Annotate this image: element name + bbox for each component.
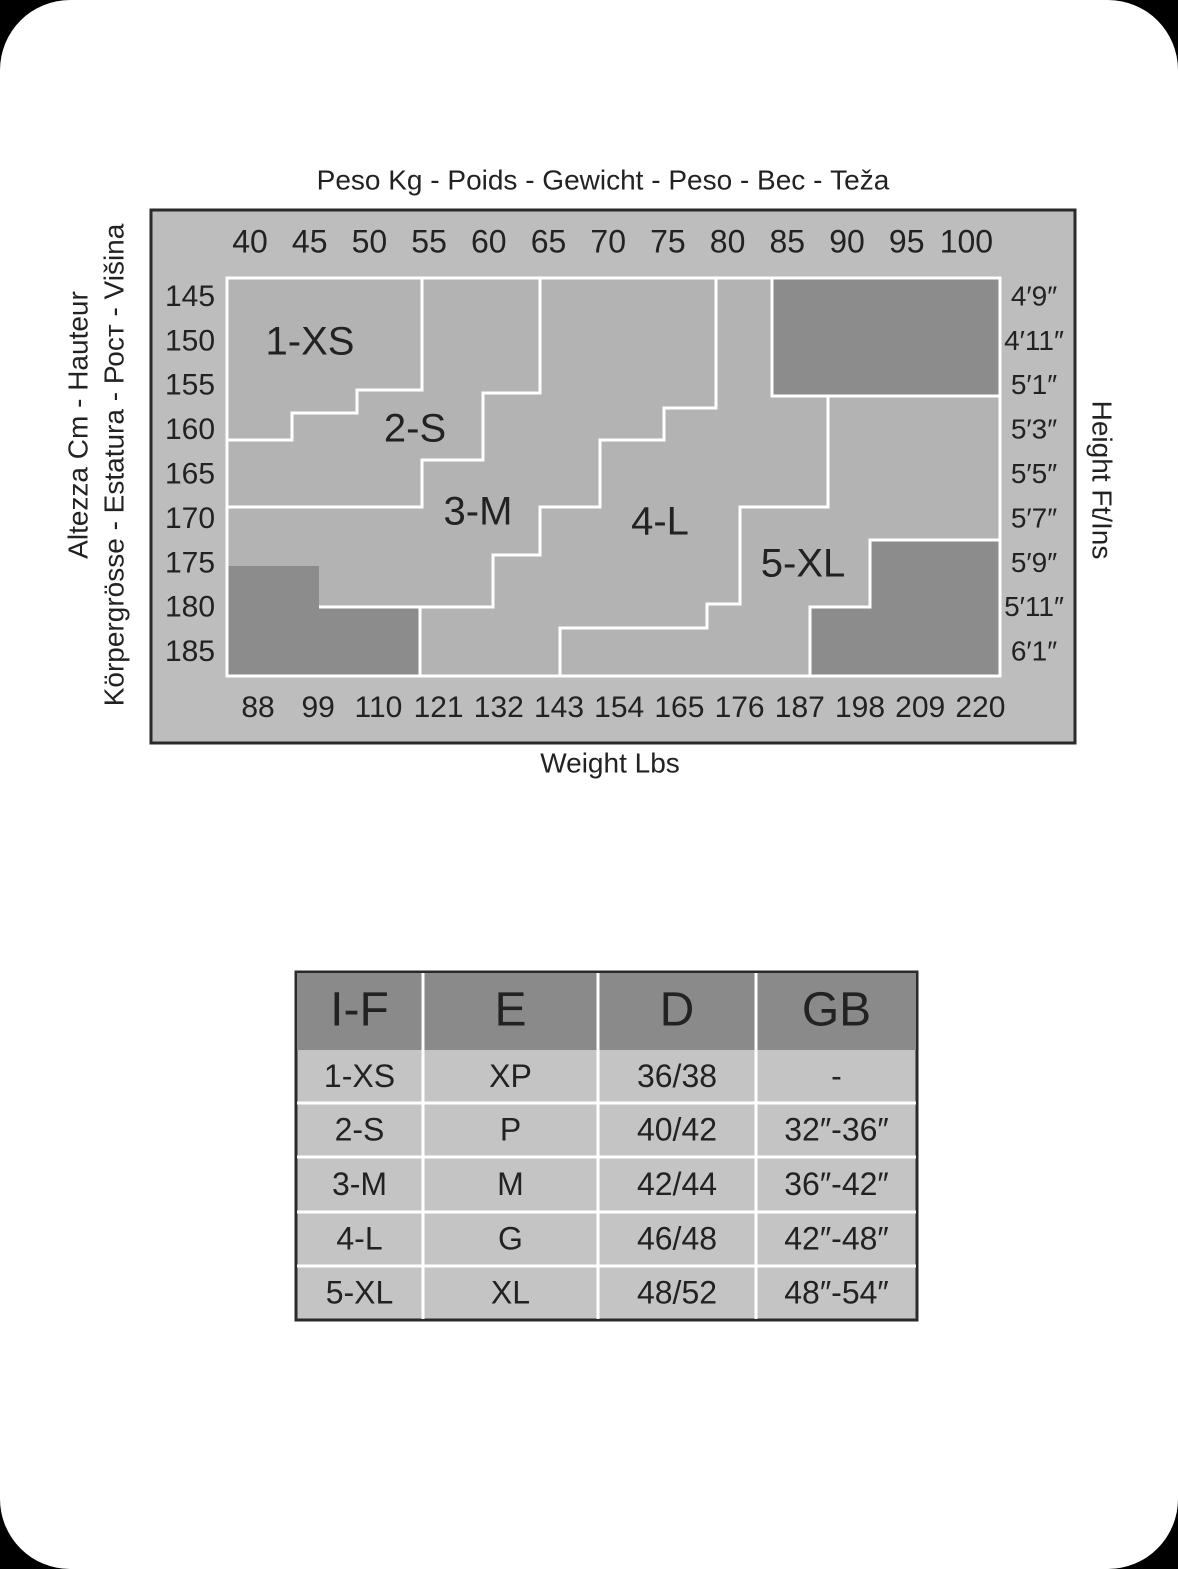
lbs-label: 88 (241, 691, 274, 724)
dark-block (227, 566, 420, 676)
kg-label: 60 (471, 223, 507, 259)
kg-label: 65 (531, 223, 567, 259)
kg-label: 90 (829, 223, 865, 259)
kg-label: 75 (650, 223, 686, 259)
lbs-label: 121 (414, 691, 464, 724)
table-header: I-F (330, 984, 389, 1037)
cm-label: 145 (165, 280, 215, 313)
table-header: D (660, 984, 695, 1037)
lbs-label: 209 (895, 691, 945, 724)
table-cell: 36″-42″ (784, 1166, 889, 1202)
lbs-label: 165 (654, 691, 704, 724)
cm-label: 160 (165, 413, 215, 446)
table-cell: 42/44 (637, 1166, 717, 1202)
table-cell: 48/52 (637, 1274, 717, 1310)
table-header: GB (802, 984, 871, 1037)
table-cell: 1-XS (324, 1058, 395, 1094)
kg-label: 70 (590, 223, 626, 259)
table-cell: 3-M (332, 1166, 387, 1202)
ft-label: 5′1″ (1011, 369, 1057, 400)
ft-label: 5′9″ (1011, 547, 1057, 578)
ft-label: 5′5″ (1011, 458, 1057, 489)
ft-label: 6′1″ (1011, 636, 1057, 667)
lbs-label: 220 (955, 691, 1005, 724)
dark-block (772, 278, 1000, 396)
table-cell: 42″-48″ (784, 1220, 889, 1256)
cm-label: 165 (165, 458, 215, 491)
lbs-label: 198 (835, 691, 885, 724)
region-border (319, 278, 718, 609)
grid-border (225, 276, 1002, 678)
table-cell: 4-L (336, 1220, 382, 1256)
cm-label: 155 (165, 369, 215, 402)
region-border (227, 278, 424, 442)
kg-label: 95 (889, 223, 925, 259)
left-title: Körpergrösse - Estatura - Рост - Višina (98, 223, 129, 706)
ft-label: 5′3″ (1011, 414, 1057, 445)
ft-label: 5′11″ (1004, 591, 1064, 622)
size-label: 5-XL (761, 542, 846, 586)
table-cell: 48″-54″ (784, 1274, 889, 1310)
table-cell: 5-XL (326, 1274, 394, 1310)
kg-label: 45 (292, 223, 328, 259)
table-cell: M (497, 1166, 524, 1202)
table-cell: 46/48 (637, 1220, 717, 1256)
cm-label: 180 (165, 591, 215, 624)
region-border (227, 278, 542, 509)
kg-label: 50 (352, 223, 388, 259)
cm-label: 175 (165, 546, 215, 579)
kg-label: 100 (940, 223, 993, 259)
ft-label: 4′11″ (1004, 325, 1064, 356)
region-border (418, 396, 830, 676)
right-title: Height Ft/Ins (1087, 401, 1118, 560)
region-border (770, 278, 1000, 676)
cm-label: 150 (165, 324, 215, 357)
top-title: Peso Kg - Poids - Gewicht - Peso - Вес -… (317, 164, 890, 195)
table-cell: 2-S (335, 1111, 385, 1147)
cm-label: 170 (165, 502, 215, 535)
kg-label: 55 (411, 223, 447, 259)
table-cell: 32″-36″ (784, 1111, 889, 1147)
lbs-label: 187 (775, 691, 825, 724)
table-cell: 36/38 (637, 1058, 717, 1094)
table-header: E (494, 984, 526, 1037)
cm-label: 185 (165, 635, 215, 668)
lbs-label: 154 (594, 691, 644, 724)
table-cell: P (500, 1111, 521, 1147)
table-cell: - (831, 1058, 842, 1094)
table-cell: 40/42 (637, 1111, 717, 1147)
kg-label: 40 (232, 223, 268, 259)
lbs-label: 99 (302, 691, 335, 724)
table-cell: G (498, 1220, 523, 1256)
size-label: 4-L (631, 500, 689, 544)
table-cell: XL (491, 1274, 530, 1310)
bottom-title: Weight Lbs (540, 747, 680, 778)
size-label: 3-M (444, 490, 513, 534)
size-label: 2-S (384, 407, 446, 451)
ft-label: 4′9″ (1011, 280, 1057, 311)
dark-block (810, 540, 1000, 676)
ft-label: 5′7″ (1011, 502, 1057, 533)
lbs-label: 143 (534, 691, 584, 724)
size-label: 1-XS (266, 320, 355, 364)
lbs-label: 110 (354, 691, 402, 724)
size-table (294, 970, 919, 1322)
table-header-bg (297, 973, 916, 1050)
kg-label: 80 (710, 223, 746, 259)
kg-label: 85 (770, 223, 806, 259)
lbs-label: 132 (474, 691, 524, 724)
table-cell: XP (489, 1058, 532, 1094)
lbs-label: 176 (715, 691, 765, 724)
left-title: Altezza Cm - Hauteur (62, 291, 93, 559)
